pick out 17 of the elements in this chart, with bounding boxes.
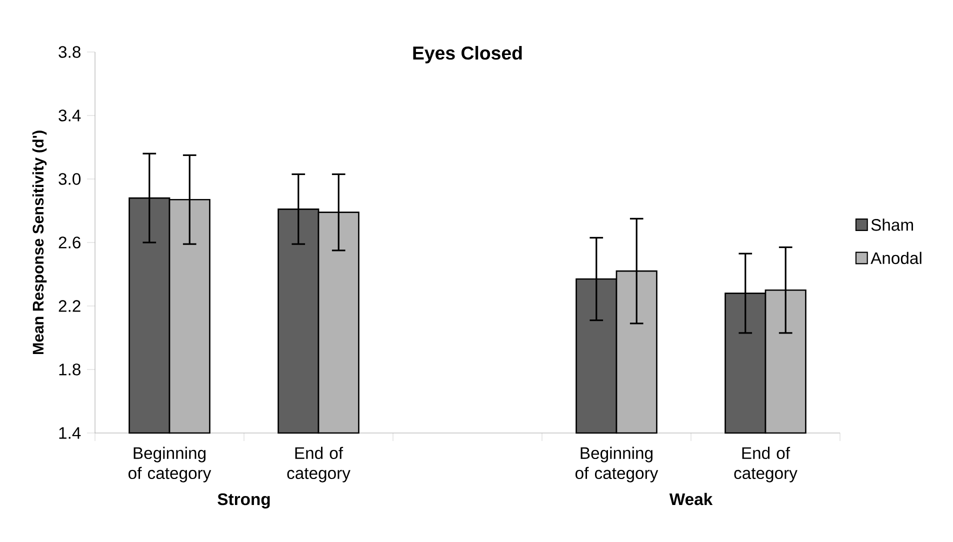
x-tick-label: Beginning of category bbox=[128, 446, 212, 482]
y-tick-label: 1.8 bbox=[59, 364, 80, 376]
legend-label: Anodal bbox=[870, 252, 922, 264]
y-tick-label: 3.8 bbox=[58, 46, 80, 58]
y-tick-label: 1.4 bbox=[59, 427, 81, 439]
chart-title: Eyes Closed bbox=[413, 46, 522, 64]
x-tick-label: Beginning of category bbox=[576, 446, 658, 482]
y-tick-label: 3.0 bbox=[58, 173, 81, 185]
x-tick-label: End of category bbox=[287, 446, 350, 482]
y-tick-label: 3.4 bbox=[58, 110, 81, 122]
text: Weak bbox=[669, 492, 713, 506]
y-tick-label: 2.2 bbox=[58, 300, 80, 312]
legend-label: Sham bbox=[871, 218, 913, 231]
text: Strong bbox=[218, 493, 270, 509]
y-tick-label: 2.6 bbox=[58, 236, 80, 248]
y-axis-title: Mean Response Sensitivity (d') bbox=[32, 130, 47, 354]
x-tick-label: End of category bbox=[734, 446, 798, 482]
